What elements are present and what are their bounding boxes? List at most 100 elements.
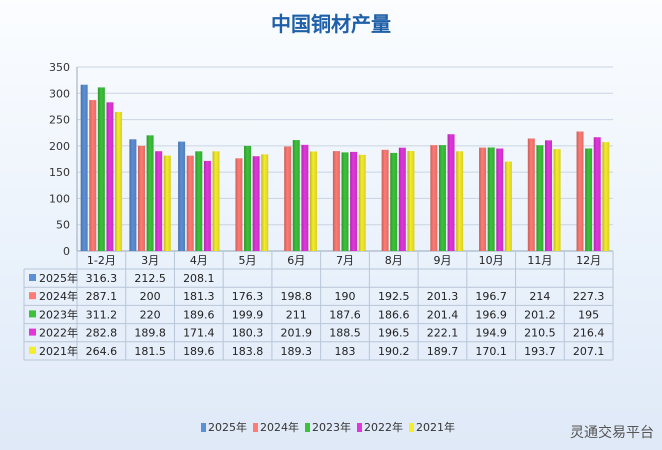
bar: [301, 144, 309, 251]
bar: [438, 145, 446, 251]
bar: [504, 161, 512, 251]
bar: [284, 146, 292, 251]
data-label: 199.9: [232, 308, 264, 321]
legend-swatch: [409, 423, 414, 432]
legend-label: 2025年: [208, 420, 247, 434]
data-label: 227.3: [573, 290, 605, 303]
bar: [106, 102, 114, 251]
x-tick-label: 11月: [527, 254, 552, 267]
data-label: 220: [140, 308, 161, 321]
data-label: 180.3: [232, 327, 264, 340]
legend-swatch: [357, 423, 362, 432]
bar: [536, 145, 544, 251]
data-label: 212.5: [134, 272, 166, 285]
bar: [398, 147, 406, 251]
data-label: 194.9: [475, 327, 507, 340]
data-label: 201.3: [427, 290, 459, 303]
x-tick-label: 8月: [385, 254, 403, 267]
bar: [341, 152, 349, 251]
bar: [576, 131, 584, 251]
legend-key: [29, 346, 36, 354]
table-series-label: 2022年: [39, 326, 78, 340]
x-tick-label: 1-2月: [87, 254, 116, 267]
bar: [195, 151, 203, 251]
bar: [553, 149, 561, 251]
bar: [186, 155, 194, 251]
bar: [80, 84, 88, 251]
data-label: 196.7: [475, 290, 507, 303]
data-label: 214: [529, 290, 550, 303]
table-series-label: 2024年: [39, 289, 78, 303]
legend-label: 2023年: [312, 420, 351, 434]
bar: [496, 148, 504, 251]
data-label: 195: [578, 308, 599, 321]
bar: [332, 151, 340, 251]
bar: [97, 87, 105, 252]
bar: [155, 151, 163, 251]
legend-key: [29, 292, 36, 300]
bar: [456, 151, 464, 251]
y-tick-label: 250: [49, 114, 70, 127]
data-label: 189.6: [183, 308, 215, 321]
bar: [292, 140, 300, 251]
bar: [137, 145, 145, 251]
bar: [479, 147, 487, 251]
data-label: 183.8: [232, 345, 264, 358]
data-label: 201.9: [281, 327, 313, 340]
y-tick-label: 350: [49, 61, 70, 74]
data-label: 190: [335, 290, 356, 303]
y-tick-label: 100: [49, 192, 70, 205]
bar: [212, 151, 220, 251]
bar: [602, 142, 610, 251]
bar: [309, 151, 317, 251]
data-label: 222.1: [427, 327, 459, 340]
data-label: 200: [140, 290, 161, 303]
x-tick-label: 10月: [479, 254, 504, 267]
data-label: 192.5: [378, 290, 410, 303]
data-label: 196.5: [378, 327, 410, 340]
legend-swatch: [201, 423, 206, 432]
data-label: 264.6: [86, 345, 118, 358]
data-label: 183: [335, 345, 356, 358]
data-label: 287.1: [86, 290, 118, 303]
y-tick-label: 200: [49, 140, 70, 153]
data-label: 198.8: [281, 290, 313, 303]
table-series-label: 2021年: [39, 344, 78, 358]
table-series-label: 2023年: [39, 307, 78, 321]
data-label: 187.6: [329, 308, 361, 321]
bar: [163, 155, 171, 251]
data-label: 201.4: [427, 308, 459, 321]
bar: [146, 135, 154, 251]
table-series-label: 2025年: [39, 271, 78, 285]
bar: [390, 152, 398, 251]
bar: [350, 151, 358, 251]
data-label: 181.5: [134, 345, 166, 358]
legend-label: 2022年: [364, 420, 403, 434]
x-tick-label: 9月: [433, 254, 451, 267]
bar: [545, 140, 553, 251]
data-label: 186.6: [378, 308, 410, 321]
data-label: 189.3: [281, 345, 313, 358]
legend-key: [29, 274, 36, 281]
data-label: 193.7: [524, 345, 556, 358]
data-label: 188.5: [329, 327, 361, 340]
bar: [487, 147, 495, 251]
data-label: 207.1: [573, 345, 605, 358]
bar: [358, 154, 366, 251]
legend-swatch: [253, 423, 258, 432]
data-label: 316.3: [86, 272, 118, 285]
data-label: 189.6: [183, 345, 215, 358]
data-label: 196.9: [475, 308, 507, 321]
data-label: 181.3: [183, 290, 215, 303]
legend-key: [29, 328, 36, 336]
bar: [115, 111, 123, 251]
x-tick-label: 7月: [336, 254, 354, 267]
bar: [407, 151, 415, 251]
bar: [447, 134, 455, 251]
bar: [89, 100, 97, 251]
data-label: 171.4: [183, 327, 215, 340]
legend-label: 2021年: [416, 420, 455, 434]
data-label: 170.1: [475, 345, 507, 358]
